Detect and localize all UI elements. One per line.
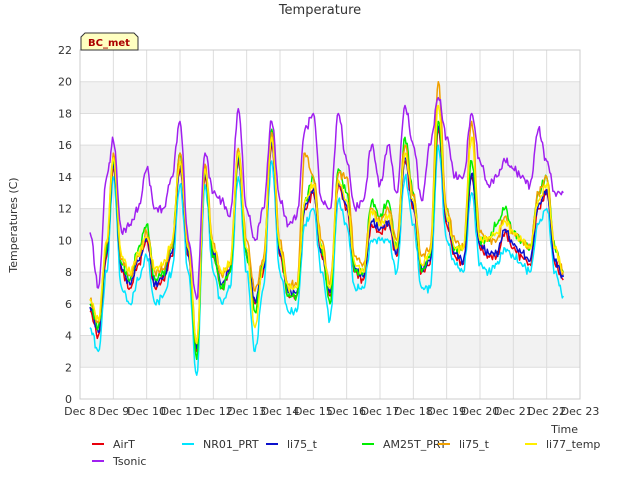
y-tick-label: 22 [58,44,72,57]
y-tick-label: 12 [58,203,72,216]
y-tick-label: 20 [58,76,72,89]
y-tick-label: 6 [65,298,72,311]
station-label-box: BC_met [80,32,139,51]
legend: AirT NR01_PRT li75_t AM25T_PRT li75_t li77_te… [92,438,600,468]
plot-background [80,50,580,399]
y-tick-label: 2 [65,361,72,374]
x-tick-label: Dec 8 [64,405,96,418]
legend-label: Tsonic [112,455,146,468]
y-tick-label: 10 [58,234,72,247]
plot-border [79,49,581,400]
x-tick-label: Dec 12 [194,405,233,418]
x-tick-label: Dec 10 [127,405,166,418]
legend-item: AM25T_PRT [362,438,447,451]
legend-item: AirT [92,438,135,451]
y-tick-label: 4 [65,330,72,343]
legend-label: li75_t [287,438,318,451]
axes [79,49,581,400]
series-line [89,104,564,345]
legend-item: NR01_PRT [182,438,259,451]
y-axis-label: Temperatures (C) [7,177,20,273]
x-tick-label: Dec 11 [161,405,200,418]
x-tick-label: Dec 9 [97,405,129,418]
x-tick-label: Dec 21 [494,405,533,418]
x-tick-label: Dec 13 [227,405,266,418]
x-tick-label: Dec 15 [294,405,333,418]
y-tick-labels: 0 2 4 6 8 10 12 14 16 18 20 22 [58,44,72,406]
legend-item: li77_temp [525,438,600,451]
y-tick-label: 14 [58,171,72,184]
plot-band [80,208,580,241]
x-tick-label: Dec 14 [261,405,300,418]
x-tick-label: Dec 16 [327,405,366,418]
legend-item: Tsonic [92,455,146,468]
x-tick-label: Dec 20 [461,405,500,418]
x-tick-label: Dec 17 [361,405,400,418]
legend-label: li77_temp [546,438,600,451]
y-tick-label: 0 [65,393,72,406]
legend-label: AirT [113,438,135,451]
plot-band [80,335,580,368]
plot-band [80,145,580,177]
x-tick-label: Dec 18 [394,405,433,418]
x-tick-label: Dec 22 [527,405,566,418]
x-axis-label: Time [550,423,578,436]
legend-label: NR01_PRT [203,438,259,451]
chart-title: Temperature [278,3,361,18]
legend-label: li75_t [459,438,490,451]
y-tick-label: 16 [58,139,72,152]
station-label: BC_met [88,38,130,49]
y-tick-label: 8 [65,266,72,279]
x-tick-label: Dec 23 [561,405,600,418]
y-tick-label: 18 [58,107,72,120]
plot-band [80,81,580,114]
legend-label: AM25T_PRT [383,438,447,451]
legend-item: li75_t [438,438,490,451]
series-line [89,144,564,376]
legend-item: li75_t [266,438,318,451]
series-lines [89,80,565,376]
x-tick-label: Dec 19 [427,405,466,418]
series-line [89,96,564,300]
